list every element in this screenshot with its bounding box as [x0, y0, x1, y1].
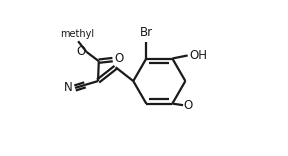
Text: OH: OH	[190, 49, 208, 62]
Text: Br: Br	[140, 26, 153, 39]
Text: O: O	[77, 45, 86, 58]
Text: O: O	[114, 52, 124, 65]
Text: methyl: methyl	[60, 29, 94, 39]
Text: O: O	[184, 99, 193, 112]
Text: N: N	[64, 81, 72, 95]
